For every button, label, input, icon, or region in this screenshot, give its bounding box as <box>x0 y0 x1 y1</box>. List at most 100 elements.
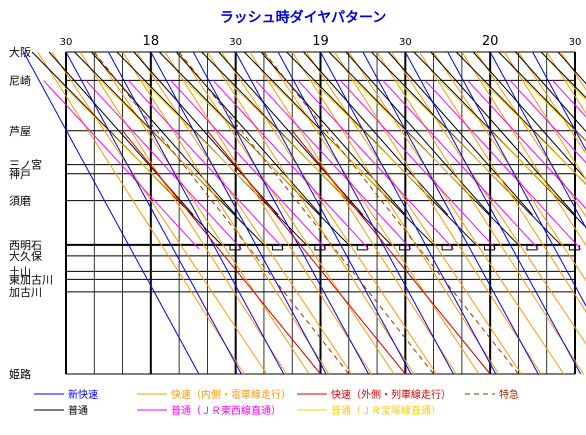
futsu-takarazuka-line <box>269 79 392 202</box>
station-label: 大久保 <box>9 249 42 263</box>
tokkyu-line <box>178 51 435 375</box>
legend-label: 普通 <box>68 404 88 417</box>
futsu-line <box>430 51 576 216</box>
tokkyu-line <box>93 51 350 375</box>
turnback-marker <box>526 244 538 251</box>
futsu-tozai-line <box>339 79 497 250</box>
station-label: 姫路 <box>9 367 31 381</box>
futsu-takarazuka-line <box>354 79 477 202</box>
futsu-tozai-line <box>43 79 200 250</box>
kaisoku-line <box>136 51 353 375</box>
station-label: 三ノ宮 <box>9 158 42 172</box>
kaisoku-outer-line <box>122 130 321 375</box>
kaisoku-line <box>164 51 372 375</box>
turnback-marker <box>314 244 326 251</box>
futsu-tozai-line <box>552 79 586 118</box>
kaisoku-line <box>221 51 437 375</box>
futsu-tozai-line <box>509 79 586 164</box>
futsu-takarazuka-line <box>141 79 265 202</box>
futsu-line <box>472 51 586 181</box>
futsu-takarazuka-line <box>481 79 586 185</box>
futsu-tozai-line <box>255 79 412 250</box>
hour-label: 18 <box>143 34 160 49</box>
futsu-takarazuka-line <box>311 79 434 202</box>
kaisoku-line <box>305 51 522 375</box>
shinkaisoku-line <box>404 51 582 375</box>
station-label: 尼崎 <box>9 73 31 87</box>
kaisoku-line <box>51 51 268 375</box>
kaisoku-line <box>249 51 457 375</box>
futsu-tozai-line <box>127 79 285 250</box>
futsu-tozai-line <box>85 79 242 250</box>
kaisoku-outer-line <box>291 130 491 375</box>
legend-label: 普通（ＪＲ宝塚線直通） <box>331 404 441 417</box>
half-hour-label: 30 <box>569 37 582 48</box>
shinkaisoku-line <box>277 51 454 375</box>
futsu-takarazuka-line <box>99 79 222 202</box>
shinkaisoku-line <box>320 51 497 375</box>
futsu-takarazuka-line <box>438 79 562 202</box>
kaisoku-line <box>546 51 586 115</box>
futsu-line <box>345 51 491 216</box>
kaisoku-line <box>263 51 480 375</box>
futsu-takarazuka-line <box>184 79 307 202</box>
turnback-marker <box>356 244 368 251</box>
shinkaisoku-line <box>65 51 242 375</box>
futsu-line <box>303 51 449 216</box>
kaisoku-line <box>518 51 586 155</box>
kaisoku-line <box>433 51 586 282</box>
shinkaisoku-line <box>362 51 539 375</box>
kaisoku-line <box>37 51 245 375</box>
station-label: 東加古川 <box>9 273 53 286</box>
turnback-marker <box>568 244 580 251</box>
shinkaisoku-line <box>489 51 586 230</box>
futsu-takarazuka-line <box>523 79 586 143</box>
futsu-tozai-line <box>382 79 539 250</box>
shinkaisoku-line <box>23 51 200 375</box>
diagram-title: ラッシュ時ダイヤパターン <box>220 9 387 26</box>
futsu-takarazuka-line <box>396 79 519 202</box>
futsu-line <box>540 51 586 99</box>
station-label: 神戸 <box>9 167 31 181</box>
kaisoku-line <box>503 51 586 181</box>
legend-label: 快速（内側・電車線走行） <box>171 388 291 401</box>
shinkaisoku-line <box>532 51 586 152</box>
futsu-tozai-line <box>170 79 327 250</box>
kaisoku-outer-line <box>207 130 406 375</box>
kaisoku-line <box>291 51 500 375</box>
futsu-line <box>515 51 586 133</box>
futsu-line <box>387 51 533 216</box>
train-lines <box>23 51 586 375</box>
shinkaisoku-line <box>150 51 327 375</box>
kaisoku-line <box>79 51 287 375</box>
time-labels: 18 19 20 30 30 30 30 <box>60 34 582 49</box>
kaisoku-line <box>206 51 415 375</box>
shinkaisoku-line <box>447 51 586 307</box>
futsu-tozai-line <box>212 79 369 250</box>
station-label: 西明石 <box>9 239 42 252</box>
station-label: 加古川 <box>9 286 42 299</box>
futsu-takarazuka-line <box>57 79 180 202</box>
futsu-line <box>260 51 406 216</box>
shinkaisoku-line <box>192 51 370 375</box>
kaisoku-line <box>334 51 542 375</box>
kaisoku-line <box>178 51 395 375</box>
turnback-marker <box>484 244 496 251</box>
futsu-line <box>91 51 237 216</box>
shinkaisoku-line <box>107 51 285 375</box>
kaisoku-line <box>419 51 586 313</box>
kaisoku-line <box>390 51 586 345</box>
station-label: 須磨 <box>9 195 31 208</box>
kaisoku-line <box>122 51 330 375</box>
half-hour-label: 30 <box>229 37 242 48</box>
kaisoku-line <box>348 51 565 375</box>
kaisoku-line <box>376 51 584 375</box>
tokkyu-line <box>263 51 519 375</box>
turnback-marker <box>229 244 241 251</box>
hour-label: 19 <box>312 34 329 49</box>
station-label: 大阪 <box>9 45 31 59</box>
half-hour-label: 30 <box>399 37 412 48</box>
